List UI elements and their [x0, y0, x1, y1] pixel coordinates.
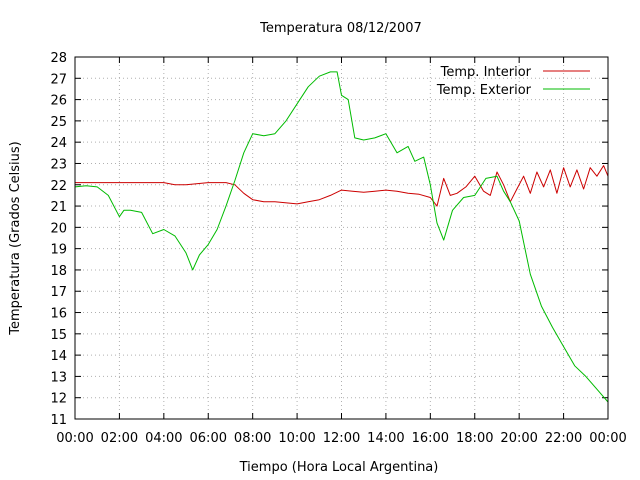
x-tick-label: 14:00: [367, 431, 404, 446]
x-tick-label: 10:00: [278, 431, 315, 446]
x-tick-label: 06:00: [190, 431, 227, 446]
x-tick-label: 08:00: [234, 431, 271, 446]
y-tick-label: 28: [50, 51, 67, 66]
y-tick-label: 22: [50, 179, 67, 194]
y-tick-label: 20: [50, 221, 67, 236]
legend: Temp. Interior Temp. Exterior: [436, 65, 590, 98]
y-tick-label: 19: [50, 243, 67, 258]
grid: [75, 57, 608, 419]
axis-ticks: 00:00 02:00 04:00 06:00 08:00 10:00 12:00 14:00…: [50, 51, 626, 446]
series-line-exterior: [74, 71, 609, 403]
y-tick-label: 13: [50, 370, 67, 385]
y-tick-label: 25: [50, 115, 67, 130]
y-tick-label: 27: [50, 72, 67, 87]
y-tick-label: 24: [50, 136, 67, 151]
x-tick-label: 00:00: [56, 431, 93, 446]
x-tick-label: 22:00: [545, 431, 582, 446]
x-tick-label: 18:00: [456, 431, 493, 446]
plot-border: [74, 56, 609, 420]
x-tick-label: 20:00: [500, 431, 537, 446]
x-tick-label: 00:00: [589, 431, 626, 446]
series-line-interior: [75, 165, 609, 207]
y-tick-label: 16: [50, 307, 67, 322]
y-tick-label: 23: [50, 157, 67, 172]
legend-label-interior: Temp. Interior: [440, 65, 532, 80]
y-axis-label: Temperatura (Grados Celsius): [8, 141, 23, 335]
x-tick-label: 16:00: [412, 431, 449, 446]
y-tick-label: 14: [50, 349, 67, 364]
y-tick-label: 15: [50, 328, 67, 343]
legend-label-exterior: Temp. Exterior: [436, 83, 532, 98]
x-tick-label: 02:00: [101, 431, 138, 446]
y-tick-label: 26: [50, 94, 67, 109]
y-tick-label: 18: [50, 264, 67, 279]
y-tick-label: 21: [50, 200, 67, 215]
series-lines: [74, 71, 609, 403]
x-tick-label: 12:00: [323, 431, 360, 446]
x-tick-label: 04:00: [145, 431, 182, 446]
y-tick-label: 17: [50, 285, 67, 300]
x-axis-label: Tiempo (Hora Local Argentina): [239, 460, 439, 475]
y-tick-label: 12: [50, 392, 67, 407]
chart-title: Temperatura 08/12/2007: [259, 21, 422, 36]
y-tick-label: 11: [50, 413, 67, 428]
